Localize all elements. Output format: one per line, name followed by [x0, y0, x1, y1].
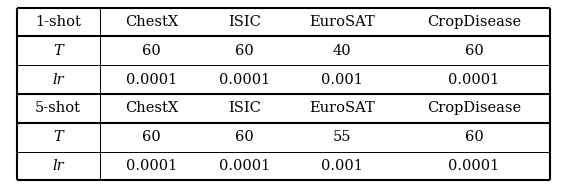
Text: 60: 60	[465, 44, 483, 58]
Text: 60: 60	[142, 130, 161, 144]
Text: 0.001: 0.001	[321, 159, 363, 173]
Text: lr: lr	[52, 159, 64, 173]
Text: 40: 40	[333, 44, 351, 58]
Text: EuroSAT: EuroSAT	[309, 15, 375, 29]
Text: 0.0001: 0.0001	[448, 159, 500, 173]
Text: EuroSAT: EuroSAT	[309, 101, 375, 115]
Text: 1-shot: 1-shot	[36, 15, 81, 29]
Text: 0.0001: 0.0001	[219, 159, 270, 173]
Text: ISIC: ISIC	[228, 15, 261, 29]
Text: CropDisease: CropDisease	[427, 101, 521, 115]
Text: T: T	[54, 130, 63, 144]
Text: 60: 60	[465, 130, 483, 144]
Text: CropDisease: CropDisease	[427, 15, 521, 29]
Text: 5-shot: 5-shot	[35, 101, 81, 115]
Text: lr: lr	[52, 73, 64, 87]
Text: 0.001: 0.001	[321, 73, 363, 87]
Text: 60: 60	[235, 130, 254, 144]
Text: 0.0001: 0.0001	[126, 159, 177, 173]
Text: T: T	[54, 44, 63, 58]
Text: 0.0001: 0.0001	[448, 73, 500, 87]
Text: 60: 60	[142, 44, 161, 58]
Text: 60: 60	[235, 44, 254, 58]
Text: ISIC: ISIC	[228, 101, 261, 115]
Text: 0.0001: 0.0001	[219, 73, 270, 87]
Text: 55: 55	[333, 130, 351, 144]
Text: 0.0001: 0.0001	[126, 73, 177, 87]
Text: ChestX: ChestX	[125, 101, 178, 115]
Text: ChestX: ChestX	[125, 15, 178, 29]
